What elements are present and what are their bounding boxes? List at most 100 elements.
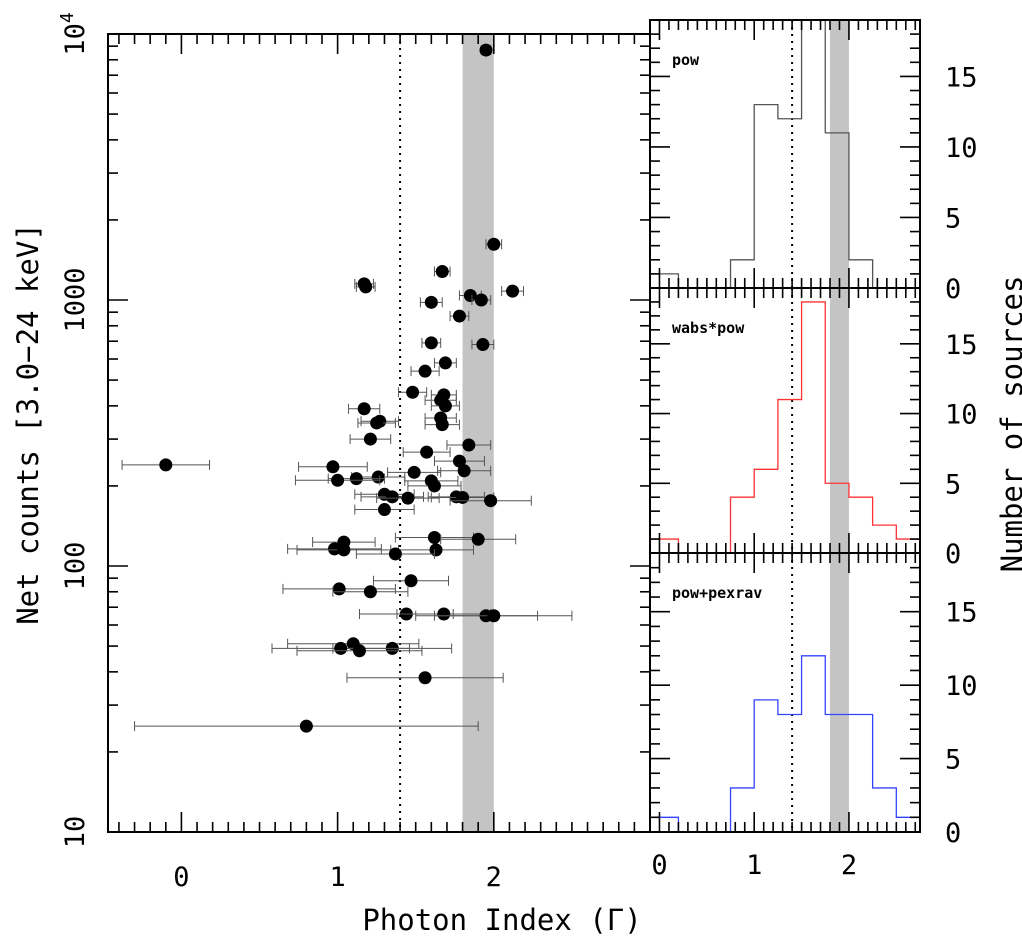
histogram-frame [649, 552, 921, 833]
data-point [296, 644, 423, 658]
point-marker [506, 284, 520, 298]
shaded-band [830, 288, 849, 553]
point-marker [476, 338, 490, 352]
shaded-band [830, 553, 849, 832]
point-marker [385, 490, 399, 504]
histogram-y-tick-label: 5 [945, 745, 961, 776]
histogram-x-tick-label: 1 [746, 850, 762, 881]
histogram-y-tick-label: 15 [945, 330, 978, 361]
data-point [433, 356, 457, 370]
point-marker [418, 364, 432, 378]
point-marker [462, 438, 476, 452]
data-point [355, 280, 376, 294]
point-marker [331, 473, 345, 487]
histogram-panels: pow 0 5 10 15 wabs*pow 0 5 10 15 pow+pexrav 0 5 10 15 0… [649, 19, 978, 881]
data-point [348, 402, 381, 416]
histogram-y-tick-label: 10 [945, 133, 978, 164]
histogram-step [649, 655, 921, 833]
point-marker [326, 460, 340, 474]
data-point [430, 399, 460, 413]
point-marker [357, 402, 371, 416]
data-point [346, 671, 504, 685]
data-point [134, 719, 479, 733]
point-marker [479, 43, 493, 57]
data-point [398, 385, 428, 399]
point-marker [337, 543, 351, 557]
data-point [501, 284, 524, 298]
data-point [296, 543, 392, 557]
point-marker [427, 530, 441, 544]
data-point [271, 641, 410, 655]
point-marker [424, 295, 438, 309]
x-axis-label: Photon Index (Γ) [362, 903, 641, 937]
point-marker [452, 309, 466, 323]
y-tick-label: 104 [57, 12, 91, 55]
data-point [471, 338, 495, 352]
data-point [332, 585, 409, 599]
point-marker [429, 543, 443, 557]
point-marker [418, 671, 432, 685]
point-marker [474, 293, 488, 307]
y-tick-label: 100 [60, 542, 91, 591]
data-point [424, 418, 460, 432]
point-marker [332, 582, 346, 596]
point-marker [487, 609, 501, 623]
data-point [282, 582, 396, 596]
y-tick-label: 1000 [60, 267, 91, 332]
data-point [471, 293, 492, 307]
point-marker [435, 418, 449, 432]
histogram-panel: pow 0 5 10 15 [649, 19, 978, 305]
data-point [419, 295, 443, 309]
x-tick-label: 1 [329, 862, 345, 893]
histogram-x-tick-label: 0 [651, 850, 667, 881]
data-point [349, 432, 392, 446]
point-marker [363, 585, 377, 599]
data-point [421, 336, 442, 350]
point-marker [388, 547, 402, 561]
data-point [440, 532, 517, 546]
histogram-y-tick-label: 0 [945, 539, 961, 570]
data-point [355, 547, 435, 561]
histogram-series-label: pow [672, 51, 700, 69]
data-point [373, 574, 450, 588]
point-marker [420, 445, 434, 459]
histogram-y-axis-label: Number of sources [995, 276, 1022, 573]
data-point [479, 43, 493, 57]
point-marker [457, 464, 471, 478]
shaded-band [830, 20, 849, 288]
y-axis-label: Net counts [3.0−24 keV] [11, 223, 45, 625]
point-marker [427, 479, 441, 493]
data-point [376, 491, 440, 505]
histogram-y-tick-label: 5 [945, 203, 961, 234]
point-marker [484, 494, 498, 508]
y-tick-label-exponent: 4 [57, 12, 78, 23]
data-point [437, 464, 492, 478]
point-marker [463, 288, 477, 302]
histogram-series-label: pow+pexrav [672, 584, 762, 602]
point-marker [487, 237, 501, 251]
data-point [121, 458, 211, 472]
histogram-y-tick-label: 0 [945, 818, 961, 849]
data-point [357, 416, 396, 430]
histogram-series-label: wabs*pow [672, 319, 745, 337]
point-marker [471, 532, 485, 546]
histogram-panel: wabs*pow 0 5 10 15 [649, 287, 978, 570]
histogram-y-tick-label: 5 [945, 469, 961, 500]
data-point [449, 494, 532, 508]
point-marker [406, 385, 420, 399]
histogram-y-tick-label: 0 [945, 274, 961, 305]
data-point [298, 460, 368, 474]
point-marker [349, 472, 363, 486]
data-point [446, 438, 492, 452]
data-point [402, 445, 451, 459]
point-marker [438, 399, 452, 413]
data-point [287, 542, 382, 556]
data-point [415, 609, 573, 623]
histogram-y-tick-label: 10 [945, 400, 978, 431]
histogram-panel: pow+pexrav 0 5 10 15 [649, 552, 978, 849]
point-marker [404, 574, 418, 588]
y-tick-label: 10 [60, 816, 91, 849]
point-marker [327, 542, 341, 556]
point-marker [401, 491, 415, 505]
